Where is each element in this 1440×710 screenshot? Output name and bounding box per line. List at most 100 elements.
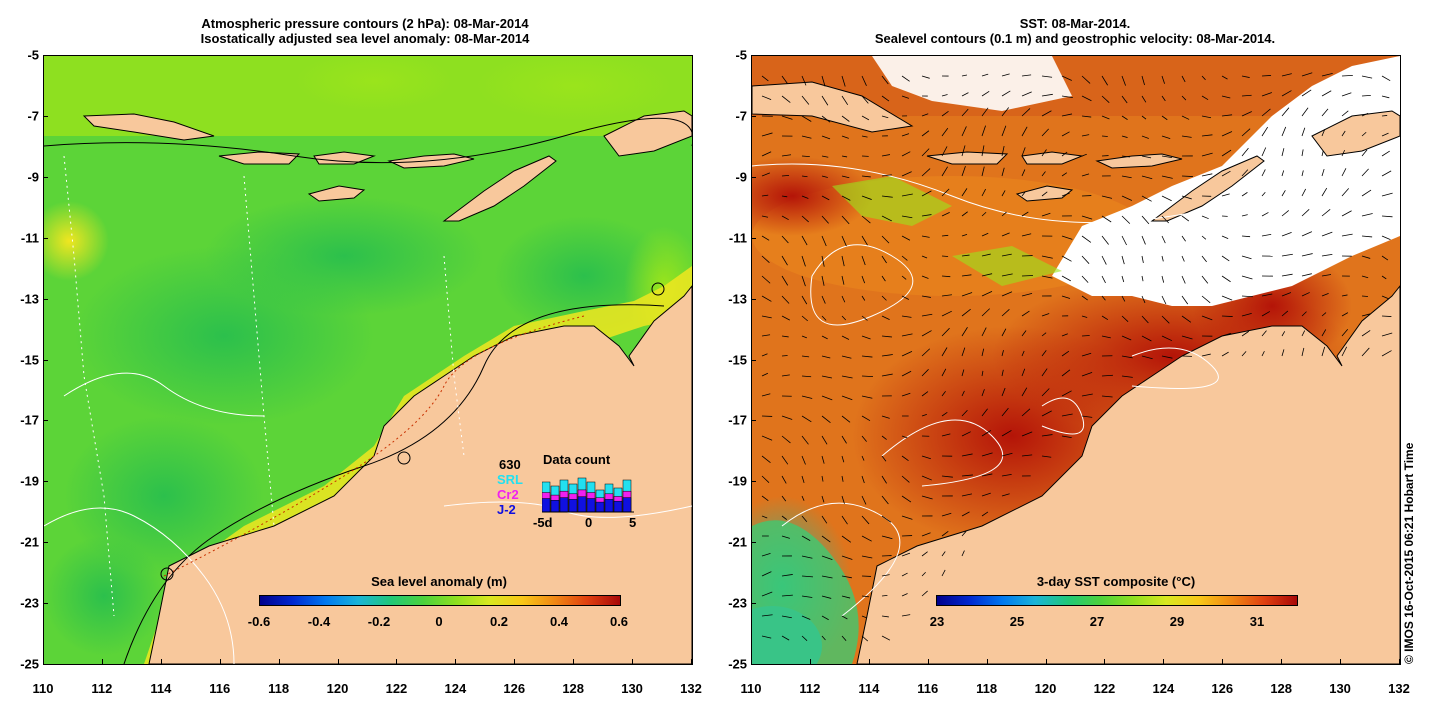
left-y-tick-label: -7 <box>27 108 39 124</box>
left-y-tick-label: -23 <box>20 595 39 611</box>
velocity-arrow <box>941 146 948 157</box>
velocity-arrow <box>1001 232 1010 237</box>
velocity-arrow <box>1241 255 1252 260</box>
velocity-arrow <box>1081 95 1092 102</box>
right-panel-title: SST: 08-Mar-2014. Sealevel contours (0.1… <box>840 16 1310 46</box>
velocity-arrow <box>1101 195 1113 199</box>
velocity-arrow <box>1381 192 1393 197</box>
velocity-arrow <box>861 475 865 484</box>
velocity-arrow <box>1301 107 1309 117</box>
velocity-arrow <box>821 435 828 445</box>
velocity-arrow <box>1081 295 1088 301</box>
velocity-arrow <box>1081 115 1092 118</box>
velocity-arrow <box>1241 192 1248 197</box>
sst-map[interactable] <box>751 55 1401 665</box>
sea-level-anomaly-map[interactable] <box>43 55 693 665</box>
velocity-arrow <box>1341 294 1348 297</box>
velocity-arrow <box>1381 332 1393 337</box>
velocity-arrow <box>841 595 851 599</box>
velocity-arrow <box>861 195 872 200</box>
left-colorbar-tick: -0.6 <box>247 614 271 629</box>
velocity-arrow <box>881 195 893 198</box>
velocity-arrow <box>1261 311 1271 317</box>
velocity-arrow <box>841 115 850 122</box>
velocity-arrow <box>881 275 886 282</box>
velocity-arrow <box>1061 151 1068 157</box>
velocity-arrow <box>1081 215 1093 220</box>
left-y-tick-label: -15 <box>20 352 39 367</box>
velocity-arrow <box>801 375 812 378</box>
velocity-arrow <box>921 235 930 238</box>
velocity-arrow <box>841 495 845 504</box>
left-y-tick-mark <box>43 176 48 178</box>
velocity-arrow <box>981 145 985 157</box>
velocity-arrow <box>1281 73 1292 77</box>
velocity-arrow <box>961 308 971 317</box>
velocity-arrow <box>1001 407 1009 417</box>
velocity-arrow <box>841 535 852 543</box>
velocity-arrow <box>1161 195 1172 202</box>
velocity-arrow <box>821 555 833 560</box>
velocity-arrow <box>1341 312 1349 317</box>
velocity-arrow <box>761 194 769 197</box>
data-count-total: 630 <box>499 457 521 472</box>
velocity-arrow <box>781 475 787 484</box>
velocity-arrow <box>921 113 929 117</box>
velocity-arrow <box>1001 369 1004 377</box>
velocity-arrow <box>921 255 928 259</box>
velocity-arrow <box>941 327 950 337</box>
velocity-arrow <box>761 455 771 463</box>
velocity-arrow <box>801 415 812 423</box>
velocity-arrow <box>881 235 890 244</box>
velocity-arrow <box>901 75 910 82</box>
velocity-arrow <box>1261 293 1273 297</box>
sea-level-colorbar <box>259 595 621 606</box>
velocity-arrow <box>761 614 773 617</box>
velocity-arrow <box>1381 215 1393 218</box>
velocity-arrow <box>861 175 871 178</box>
sumbawa-island <box>313 151 376 165</box>
velocity-arrow <box>841 315 847 321</box>
velocity-arrow <box>1361 189 1372 197</box>
velocity-arrow <box>861 355 873 358</box>
velocity-arrow <box>1141 175 1153 180</box>
velocity-arrow <box>1041 171 1046 177</box>
velocity-arrow <box>781 615 792 619</box>
velocity-arrow <box>841 455 845 463</box>
velocity-arrow <box>981 308 990 317</box>
velocity-arrow <box>781 95 791 103</box>
velocity-arrow <box>981 473 993 477</box>
velocity-arrow <box>961 292 973 297</box>
velocity-arrow <box>1361 255 1371 259</box>
velocity-arrow <box>821 515 828 524</box>
velocity-arrow <box>1121 235 1127 246</box>
velocity-arrow <box>781 195 788 198</box>
velocity-arrow <box>1041 410 1052 417</box>
velocity-arrow <box>1141 235 1146 245</box>
left-x-tick-label: 112 <box>91 681 113 696</box>
velocity-arrow <box>781 255 788 266</box>
velocity-arrow <box>941 166 948 177</box>
velocity-arrow <box>1241 111 1252 117</box>
velocity-arrow <box>841 475 844 482</box>
left-x-tick-label: 122 <box>385 681 408 696</box>
velocity-arrow <box>861 635 869 642</box>
velocity-arrow <box>861 375 874 378</box>
velocity-arrow <box>781 174 790 177</box>
right-y-tick-label: -17 <box>728 412 747 428</box>
velocity-arrow <box>1261 126 1269 137</box>
velocity-arrow <box>921 168 931 177</box>
velocity-arrow <box>1261 233 1272 237</box>
velocity-arrow <box>1081 173 1090 177</box>
velocity-arrow <box>941 530 949 537</box>
velocity-arrow <box>861 395 873 399</box>
velocity-arrow <box>1261 212 1269 217</box>
velocity-arrow <box>901 392 911 397</box>
velocity-arrow <box>1201 95 1209 101</box>
left-colorbar-tick: 0.2 <box>489 614 509 629</box>
velocity-arrow <box>1161 155 1173 159</box>
velocity-arrow <box>1121 295 1126 302</box>
velocity-arrow <box>1341 188 1350 197</box>
right-x-tick-label: 120 <box>1034 681 1057 696</box>
velocity-arrow <box>1201 152 1213 157</box>
